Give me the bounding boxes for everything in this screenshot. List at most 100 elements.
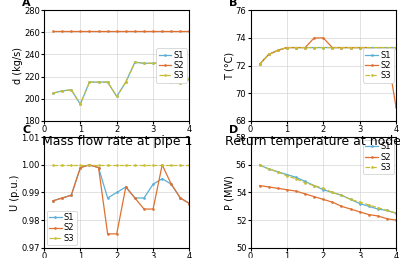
S2 bbox=[284, 46, 289, 49]
S2 bbox=[339, 205, 344, 208]
S2 bbox=[105, 30, 110, 33]
S2 bbox=[384, 50, 389, 53]
S2 bbox=[51, 30, 56, 33]
S3 bbox=[187, 77, 192, 80]
S3 bbox=[60, 89, 64, 92]
S2 bbox=[339, 46, 344, 49]
S2 bbox=[114, 232, 119, 236]
S1 bbox=[266, 53, 271, 56]
Y-axis label: T (°C): T (°C) bbox=[224, 51, 234, 79]
S3 bbox=[284, 46, 289, 49]
S3 bbox=[105, 163, 110, 166]
S3 bbox=[151, 163, 156, 166]
S2 bbox=[312, 195, 316, 198]
S3 bbox=[348, 198, 353, 201]
S1 bbox=[284, 46, 289, 49]
Legend: S1, S2, S3: S1, S2, S3 bbox=[156, 48, 187, 83]
S1 bbox=[142, 62, 146, 65]
S2 bbox=[303, 192, 308, 195]
S3 bbox=[376, 46, 380, 49]
S1 bbox=[187, 202, 192, 205]
S3 bbox=[394, 212, 398, 215]
S2 bbox=[105, 232, 110, 236]
S1 bbox=[366, 205, 371, 208]
Text: Mass flow rate at pipe 1: Mass flow rate at pipe 1 bbox=[42, 135, 192, 148]
Line: S3: S3 bbox=[52, 61, 191, 106]
S1 bbox=[330, 191, 335, 194]
S1 bbox=[284, 173, 289, 176]
S1 bbox=[114, 95, 119, 98]
S1 bbox=[303, 180, 308, 183]
S2 bbox=[357, 46, 362, 49]
S3 bbox=[266, 167, 271, 171]
S1 bbox=[142, 196, 146, 199]
S3 bbox=[87, 163, 92, 166]
Y-axis label: U (p.u.): U (p.u.) bbox=[10, 174, 20, 211]
S3 bbox=[169, 80, 174, 84]
S2 bbox=[348, 207, 353, 211]
S1 bbox=[114, 191, 119, 194]
S3 bbox=[60, 163, 64, 166]
S1 bbox=[376, 207, 380, 211]
S3 bbox=[132, 61, 137, 64]
S2 bbox=[376, 49, 380, 52]
S2 bbox=[51, 199, 56, 202]
S2 bbox=[151, 30, 156, 33]
S2 bbox=[132, 196, 137, 199]
S3 bbox=[303, 46, 308, 49]
Line: S1: S1 bbox=[258, 164, 397, 214]
S2 bbox=[257, 184, 262, 187]
Line: S2: S2 bbox=[258, 184, 397, 221]
S3 bbox=[69, 163, 74, 166]
S2 bbox=[78, 166, 83, 169]
S3 bbox=[384, 209, 389, 212]
S1 bbox=[51, 92, 56, 95]
S3 bbox=[114, 95, 119, 98]
S1 bbox=[124, 80, 128, 84]
S3 bbox=[151, 62, 156, 65]
S2 bbox=[96, 166, 101, 169]
S1 bbox=[132, 61, 137, 64]
S3 bbox=[366, 46, 371, 49]
S3 bbox=[276, 49, 280, 52]
Text: D: D bbox=[229, 125, 238, 135]
S3 bbox=[284, 174, 289, 178]
S2 bbox=[294, 46, 298, 49]
S1 bbox=[78, 166, 83, 169]
S2 bbox=[60, 196, 64, 199]
S3 bbox=[321, 46, 326, 49]
Line: S3: S3 bbox=[258, 46, 397, 65]
S2 bbox=[284, 188, 289, 191]
S3 bbox=[96, 163, 101, 166]
S1 bbox=[51, 199, 56, 202]
S3 bbox=[257, 163, 262, 166]
S2 bbox=[169, 183, 174, 186]
S1 bbox=[312, 184, 316, 187]
S2 bbox=[187, 202, 192, 205]
S3 bbox=[257, 63, 262, 66]
S3 bbox=[321, 187, 326, 190]
S1 bbox=[169, 183, 174, 186]
S2 bbox=[69, 30, 74, 33]
Line: S3: S3 bbox=[258, 164, 397, 214]
S1 bbox=[303, 46, 308, 49]
S1 bbox=[160, 61, 164, 64]
Legend: S1, S2, S3: S1, S2, S3 bbox=[363, 140, 394, 174]
Y-axis label: P (MW): P (MW) bbox=[224, 175, 234, 210]
S3 bbox=[142, 163, 146, 166]
S2 bbox=[169, 30, 174, 33]
S3 bbox=[376, 206, 380, 209]
S3 bbox=[169, 163, 174, 166]
S2 bbox=[78, 30, 83, 33]
S3 bbox=[87, 80, 92, 84]
Line: S1: S1 bbox=[52, 164, 191, 205]
S1 bbox=[87, 80, 92, 84]
S1 bbox=[105, 80, 110, 84]
S3 bbox=[312, 184, 316, 187]
Line: S2: S2 bbox=[52, 164, 191, 235]
S3 bbox=[384, 46, 389, 49]
S1 bbox=[178, 196, 183, 199]
S1 bbox=[394, 212, 398, 215]
S3 bbox=[132, 163, 137, 166]
S1 bbox=[60, 196, 64, 199]
